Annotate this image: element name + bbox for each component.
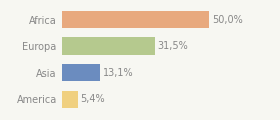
Bar: [62, 37, 155, 55]
Bar: [62, 64, 100, 81]
Text: 5,4%: 5,4%: [80, 94, 104, 104]
Text: 31,5%: 31,5%: [157, 41, 188, 51]
Bar: [62, 11, 209, 28]
Bar: [62, 90, 78, 108]
Text: 50,0%: 50,0%: [212, 15, 242, 24]
Text: 13,1%: 13,1%: [103, 68, 133, 78]
